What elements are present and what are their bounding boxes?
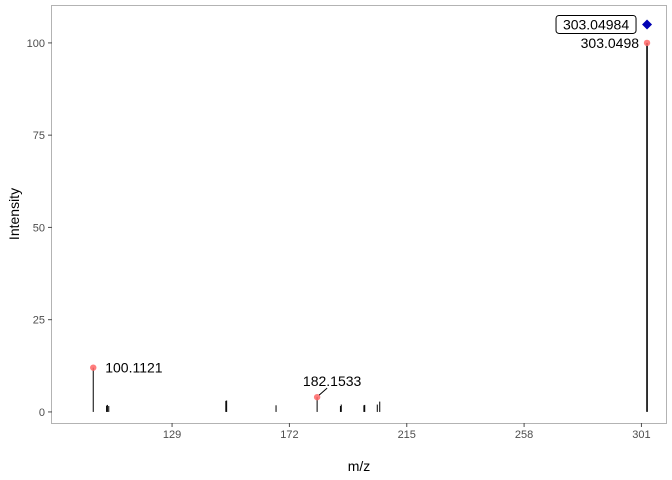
peak-label: 100.1121 — [105, 360, 163, 376]
label-leader-line — [318, 387, 328, 396]
x-tick-label: 172 — [280, 429, 298, 441]
peak-sticks — [92, 42, 648, 412]
precursor-label-box — [555, 14, 637, 34]
y-tick-label: 25 — [33, 315, 45, 327]
peak-label: 303.0498 — [581, 35, 640, 51]
y-tick-label: 50 — [33, 222, 45, 234]
precursor-label: 303.04984 — [563, 16, 629, 32]
x-tick-label: 301 — [632, 429, 650, 441]
precursor-marker — [642, 19, 653, 30]
y-tick-label: 75 — [33, 130, 45, 142]
x-tick-label: 258 — [515, 429, 533, 441]
x-axis-title: m/z — [348, 458, 371, 474]
x-axis: 129 172 215 258 301 — [163, 423, 651, 441]
x-tick-label: 215 — [398, 429, 416, 441]
peak-label: 182.1533 — [303, 373, 362, 389]
x-tick-label: 129 — [163, 429, 181, 441]
plot-panel — [51, 5, 667, 424]
y-axis-title: Intensity — [6, 188, 22, 240]
y-tick-label: 0 — [39, 407, 45, 419]
y-axis: 0 25 50 75 100 — [27, 38, 52, 419]
y-tick-label: 100 — [27, 38, 45, 50]
highlighted-peak-point — [313, 393, 321, 401]
highlighted-peak-point — [643, 39, 651, 47]
highlighted-peak-point — [90, 364, 97, 371]
peak-annotations: 100.1121 182.1533 303.0498 303.04984 — [90, 14, 653, 401]
